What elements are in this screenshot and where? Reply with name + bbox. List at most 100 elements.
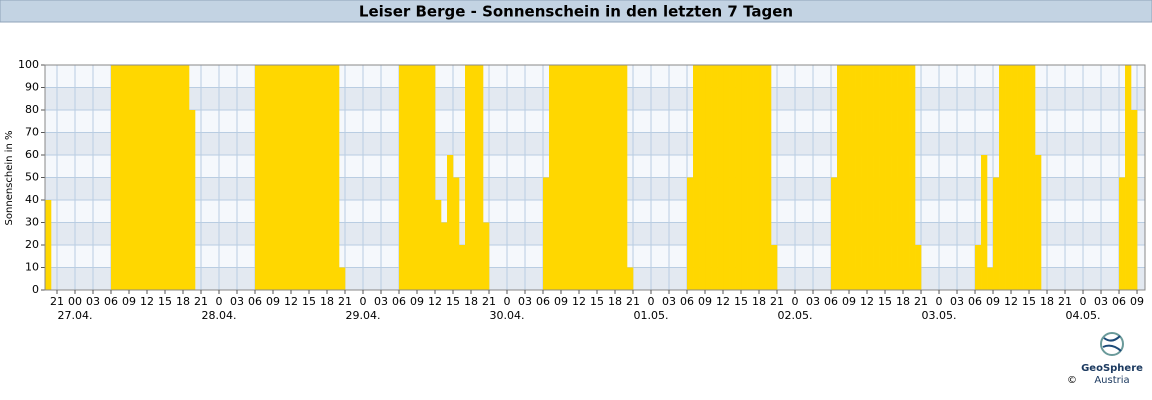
bar	[285, 65, 292, 290]
y-tick-label: 50	[25, 171, 39, 184]
bar	[303, 65, 310, 290]
date-label: 27.04.	[58, 309, 93, 322]
y-tick-label: 30	[25, 216, 39, 229]
bar	[999, 65, 1006, 290]
bar	[1011, 65, 1018, 290]
bar	[45, 200, 52, 290]
bar	[255, 65, 262, 290]
bar	[543, 177, 550, 290]
y-tick-label: 70	[25, 126, 39, 139]
bar	[579, 65, 586, 290]
bar	[975, 245, 982, 290]
bar	[573, 65, 580, 290]
bar	[879, 65, 886, 290]
bar	[477, 65, 484, 290]
x-tick-label: 21	[770, 295, 784, 308]
x-tick-label: 0	[216, 295, 223, 308]
x-tick-label: 21	[50, 295, 64, 308]
date-label: 29.04.	[346, 309, 381, 322]
x-tick-label: 00	[68, 295, 82, 308]
bar	[855, 65, 862, 290]
x-tick-label: 06	[968, 295, 982, 308]
bar	[993, 177, 1000, 290]
bar	[705, 65, 712, 290]
x-tick-label: 12	[716, 295, 730, 308]
x-tick-label: 06	[104, 295, 118, 308]
bar	[321, 65, 328, 290]
bar	[339, 267, 346, 290]
x-tick-label: 21	[338, 295, 352, 308]
x-tick-label: 03	[806, 295, 820, 308]
bar	[435, 200, 442, 290]
y-axis-label: Sonnenschein in %	[4, 131, 15, 226]
bar	[729, 65, 736, 290]
x-tick-label: 15	[158, 295, 172, 308]
bar	[585, 65, 592, 290]
chart-title: Leiser Berge - Sonnenschein in den letzt…	[359, 3, 793, 21]
logo-sub: Austria	[1094, 375, 1129, 386]
bar	[189, 110, 196, 290]
bar	[597, 65, 604, 290]
x-tick-label: 12	[428, 295, 442, 308]
bar	[1017, 65, 1024, 290]
bar	[915, 245, 922, 290]
x-tick-label: 12	[860, 295, 874, 308]
bar	[315, 65, 322, 290]
bar	[741, 65, 748, 290]
bar	[309, 65, 316, 290]
x-tick-label: 15	[1022, 295, 1036, 308]
x-tick-label: 0	[1080, 295, 1087, 308]
bar	[1125, 65, 1132, 290]
x-tick-label: 09	[266, 295, 280, 308]
bar	[135, 65, 142, 290]
bar	[159, 65, 166, 290]
bar	[1131, 110, 1138, 290]
x-tick-label: 12	[284, 295, 298, 308]
bar	[147, 65, 154, 290]
bar	[555, 65, 562, 290]
bar	[399, 65, 406, 290]
x-tick-label: 09	[122, 295, 136, 308]
bar	[123, 65, 130, 290]
x-tick-label: 15	[734, 295, 748, 308]
bar	[453, 177, 460, 290]
x-tick-label: 06	[824, 295, 838, 308]
x-tick-label: 18	[1040, 295, 1054, 308]
logo-name: GeoSphere	[1081, 363, 1143, 374]
x-tick-label: 03	[86, 295, 100, 308]
x-tick-label: 0	[648, 295, 655, 308]
bar	[843, 65, 850, 290]
logo-swirl	[1102, 335, 1122, 352]
y-tick-label: 0	[32, 283, 39, 296]
y-tick-label: 20	[25, 238, 39, 251]
bar	[333, 65, 340, 290]
x-tick-label: 09	[842, 295, 856, 308]
bar	[873, 65, 880, 290]
y-tick-label: 100	[18, 58, 39, 71]
bar	[897, 65, 904, 290]
x-tick-label: 15	[878, 295, 892, 308]
bar	[891, 65, 898, 290]
x-tick-label: 03	[950, 295, 964, 308]
bar	[735, 65, 742, 290]
x-tick-label: 09	[986, 295, 1000, 308]
date-label: 30.04.	[490, 309, 525, 322]
x-tick-label: 03	[1094, 295, 1108, 308]
bar	[405, 65, 412, 290]
bar	[459, 245, 466, 290]
bar	[861, 65, 868, 290]
date-label: 02.05.	[778, 309, 813, 322]
x-tick-label: 18	[464, 295, 478, 308]
y-tick-label: 60	[25, 148, 39, 161]
bar	[465, 65, 472, 290]
x-tick-label: 21	[482, 295, 496, 308]
x-tick-label: 18	[608, 295, 622, 308]
date-label: 01.05.	[634, 309, 669, 322]
bar	[423, 65, 430, 290]
bar	[141, 65, 148, 290]
bar	[447, 155, 454, 290]
bar	[591, 65, 598, 290]
x-tick-label: 15	[446, 295, 460, 308]
bar	[483, 222, 490, 290]
y-tick-label: 90	[25, 81, 39, 94]
